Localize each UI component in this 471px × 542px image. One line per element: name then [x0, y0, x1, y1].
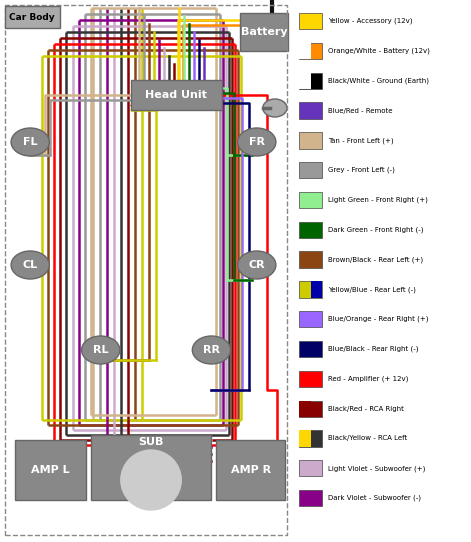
FancyBboxPatch shape [299, 460, 323, 476]
FancyBboxPatch shape [299, 401, 311, 417]
Text: Orange/White - Battery (12v): Orange/White - Battery (12v) [328, 48, 430, 54]
FancyBboxPatch shape [299, 73, 323, 89]
Text: Black/White - Ground (Earth): Black/White - Ground (Earth) [328, 78, 429, 84]
Text: Blue/Red - Remote: Blue/Red - Remote [328, 107, 392, 114]
FancyBboxPatch shape [299, 222, 323, 238]
Text: CR: CR [249, 260, 265, 270]
FancyBboxPatch shape [15, 440, 86, 500]
Text: Brown/Black - Rear Left (+): Brown/Black - Rear Left (+) [328, 256, 423, 263]
Ellipse shape [192, 336, 231, 364]
Ellipse shape [263, 99, 287, 117]
FancyBboxPatch shape [299, 430, 311, 447]
Text: Blue/Orange - Rear Right (+): Blue/Orange - Rear Right (+) [328, 316, 428, 322]
Text: Car Body: Car Body [9, 12, 55, 22]
Text: SUB: SUB [0, 541, 1, 542]
FancyBboxPatch shape [5, 6, 60, 28]
Text: CL: CL [23, 260, 38, 270]
FancyBboxPatch shape [240, 13, 288, 51]
FancyBboxPatch shape [299, 132, 323, 149]
Text: Dark Violet - Subwoofer (-): Dark Violet - Subwoofer (-) [328, 495, 421, 501]
FancyBboxPatch shape [299, 430, 323, 447]
Text: FL: FL [23, 137, 38, 147]
FancyBboxPatch shape [299, 251, 323, 268]
FancyBboxPatch shape [299, 401, 323, 417]
Ellipse shape [238, 251, 276, 279]
Text: FR: FR [249, 137, 265, 147]
Text: Head Unit: Head Unit [145, 90, 207, 100]
FancyBboxPatch shape [90, 435, 211, 500]
Text: SUB: SUB [138, 437, 164, 447]
FancyBboxPatch shape [299, 192, 323, 208]
Text: Yellow - Accessory (12v): Yellow - Accessory (12v) [328, 18, 412, 24]
Text: RR: RR [203, 345, 220, 355]
Text: AMP L: AMP L [31, 465, 70, 475]
Ellipse shape [11, 251, 49, 279]
Text: Black/Red - RCA Right: Black/Red - RCA Right [328, 405, 404, 412]
Text: Battery: Battery [241, 27, 287, 37]
Ellipse shape [238, 128, 276, 156]
FancyBboxPatch shape [217, 440, 285, 500]
FancyBboxPatch shape [299, 43, 323, 59]
Text: Light Green - Front Right (+): Light Green - Front Right (+) [328, 197, 428, 203]
Text: AMP R: AMP R [231, 465, 271, 475]
Text: RL: RL [93, 345, 108, 355]
FancyBboxPatch shape [299, 73, 311, 89]
Text: Grey - Front Left (-): Grey - Front Left (-) [328, 167, 395, 173]
FancyBboxPatch shape [299, 371, 323, 387]
Text: Blue/Black - Rear Right (-): Blue/Black - Rear Right (-) [328, 346, 418, 352]
Text: Black/Yellow - RCA Left: Black/Yellow - RCA Left [328, 435, 407, 442]
Circle shape [121, 450, 181, 510]
Ellipse shape [11, 128, 49, 156]
FancyBboxPatch shape [299, 162, 323, 178]
Text: Dark Green - Front Right (-): Dark Green - Front Right (-) [328, 227, 423, 233]
FancyBboxPatch shape [299, 490, 323, 506]
Text: Tan - Front Left (+): Tan - Front Left (+) [328, 137, 393, 144]
FancyBboxPatch shape [311, 281, 323, 298]
FancyBboxPatch shape [299, 43, 311, 59]
FancyBboxPatch shape [299, 341, 323, 357]
FancyBboxPatch shape [299, 13, 323, 29]
Text: Red - Amplifier (+ 12v): Red - Amplifier (+ 12v) [328, 376, 408, 382]
Text: Light Violet - Subwoofer (+): Light Violet - Subwoofer (+) [328, 465, 425, 472]
FancyBboxPatch shape [299, 281, 323, 298]
Ellipse shape [81, 336, 120, 364]
FancyBboxPatch shape [299, 102, 323, 119]
FancyBboxPatch shape [299, 311, 323, 327]
FancyBboxPatch shape [131, 80, 221, 110]
Text: Yellow/Blue - Rear Left (-): Yellow/Blue - Rear Left (-) [328, 286, 416, 293]
